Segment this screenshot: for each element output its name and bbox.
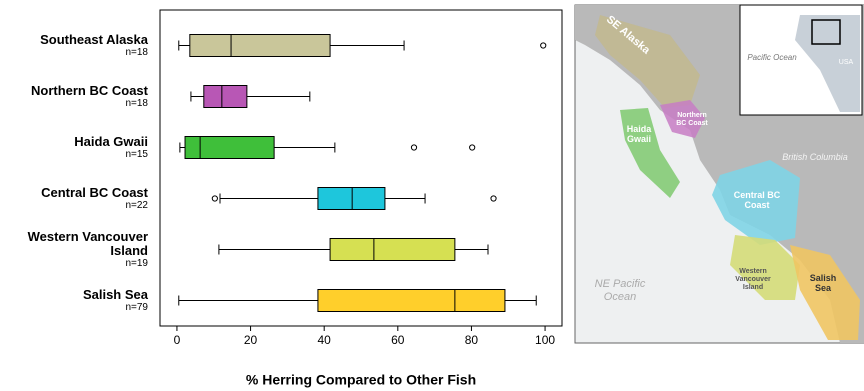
outlier <box>469 144 476 151</box>
x-tick-label: 20 <box>244 333 258 347</box>
box <box>203 85 248 108</box>
category-label: Western Vancouver Island n=19 <box>0 220 148 280</box>
category-label: Southeast Alaska n=18 <box>0 16 148 76</box>
category-name: Salish Sea <box>82 287 148 302</box>
category-name: Central BC Coast <box>41 185 148 200</box>
map-label: NE Pacific Ocean <box>594 278 646 303</box>
plot-frame <box>159 9 563 327</box>
x-tick-label: 100 <box>535 333 555 347</box>
category-name: Northern BC Coast <box>30 83 148 98</box>
n-label: n=15 <box>125 149 148 160</box>
box <box>189 34 331 57</box>
region-salish-sea <box>790 245 860 340</box>
category-label: Salish Sea n=79 <box>0 271 148 331</box>
x-tick-label: 80 <box>465 333 479 347</box>
map-label: Western Vancouver Island <box>735 268 771 291</box>
region-northern-bc <box>660 100 705 138</box>
n-label: n=19 <box>125 258 148 269</box>
box <box>184 136 275 159</box>
category-name: Western Vancouver Island <box>27 229 148 258</box>
n-label: n=18 <box>125 47 148 58</box>
region-central-bc <box>712 160 800 245</box>
map-label: Central BC Coast <box>733 190 781 210</box>
box <box>317 187 386 210</box>
outlier <box>410 144 418 151</box>
category-label: Northern BC Coast n=18 <box>0 67 148 127</box>
n-label: n=18 <box>125 98 148 109</box>
n-label: n=22 <box>125 200 148 211</box>
map-label: British Columbia <box>782 152 848 162</box>
box <box>329 238 456 261</box>
outlier <box>211 195 218 202</box>
x-tick-label: 0 <box>174 333 181 347</box>
x-tick-label: 60 <box>391 333 405 347</box>
region-se-alaska <box>595 15 700 108</box>
map: Pacific Ocean USA <box>574 4 864 344</box>
outlier <box>540 42 547 49</box>
map-label: Salish Sea <box>809 273 837 293</box>
x-axis-title: % Herring Compared to Other Fish <box>246 372 476 388</box>
box <box>317 289 506 312</box>
category-name: Southeast Alaska <box>40 32 148 47</box>
category-name: Haida Gwaii <box>74 134 148 149</box>
n-label: n=79 <box>125 302 148 313</box>
outlier <box>490 195 497 202</box>
category-label: Central BC Coast n=22 <box>0 169 148 229</box>
x-tick-label: 40 <box>318 333 332 347</box>
inset-ocean: Pacific Ocean <box>747 53 797 62</box>
map-label: Northern BC Coast <box>676 112 708 127</box>
inset-locator <box>811 19 841 45</box>
region-haida-gwaii <box>620 108 680 198</box>
map-label: Haida Gwaii <box>626 124 652 144</box>
category-label: Haida Gwaii n=15 <box>0 118 148 178</box>
region-western-vancouver <box>730 235 800 300</box>
inset-country: USA <box>839 59 854 66</box>
